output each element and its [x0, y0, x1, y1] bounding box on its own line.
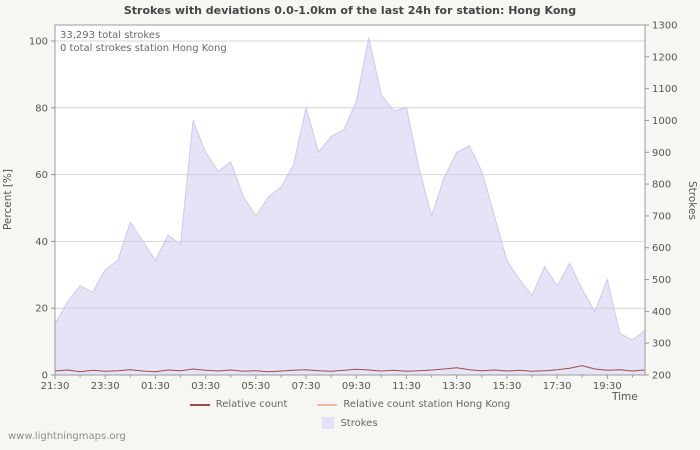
strokes-swatch	[322, 417, 335, 429]
svg-text:700: 700	[652, 211, 671, 222]
station-total-annotation: 0 total strokes station Hong Kong	[60, 43, 227, 54]
svg-text:17:30: 17:30	[543, 381, 572, 392]
svg-text:200: 200	[652, 371, 671, 382]
relative-count-swatch	[189, 403, 210, 406]
svg-text:900: 900	[652, 148, 671, 159]
legend-label-relative-count: Relative count	[215, 399, 288, 410]
legend-row-lines: Relative count Relative count station Ho…	[0, 399, 700, 410]
svg-text:01:30: 01:30	[141, 381, 170, 392]
x-axis-label: Time	[612, 391, 638, 403]
svg-text:600: 600	[652, 243, 671, 254]
left-axis-label: Percent [%]	[2, 169, 14, 231]
svg-text:100: 100	[29, 37, 48, 48]
svg-text:1000: 1000	[652, 116, 677, 127]
relative-count-station-swatch	[317, 403, 338, 406]
svg-text:11:30: 11:30	[392, 381, 421, 392]
svg-text:19:30: 19:30	[593, 381, 622, 392]
svg-text:15:30: 15:30	[493, 381, 522, 392]
svg-text:1200: 1200	[652, 52, 677, 63]
right-axis-label: Strokes	[686, 180, 698, 220]
chart-title: Strokes with deviations 0.0-1.0km of the…	[123, 4, 577, 17]
legend-item-relative-count-station: Relative count station Hong Kong	[317, 399, 510, 410]
legend-label-relative-count-station: Relative count station Hong Kong	[343, 399, 511, 410]
legend-label-strokes: Strokes	[340, 417, 378, 429]
svg-text:03:30: 03:30	[191, 381, 220, 392]
svg-text:400: 400	[652, 307, 671, 318]
svg-text:09:30: 09:30	[342, 381, 371, 392]
svg-text:800: 800	[652, 180, 671, 191]
svg-text:21:30: 21:30	[41, 381, 70, 392]
svg-text:40: 40	[35, 237, 48, 248]
total-strokes-annotation: 33,293 total strokes	[60, 30, 161, 41]
svg-text:300: 300	[652, 339, 671, 350]
svg-text:1100: 1100	[652, 84, 677, 95]
right-axis-label-wrap: Strokes	[686, 25, 698, 375]
svg-text:20: 20	[35, 304, 48, 315]
svg-text:0: 0	[42, 371, 48, 382]
legend-item-strokes: Strokes	[322, 417, 378, 429]
svg-text:1300: 1300	[652, 21, 677, 32]
svg-text:13:30: 13:30	[442, 381, 471, 392]
legend-item-relative-count: Relative count	[189, 399, 288, 410]
svg-text:60: 60	[35, 170, 48, 181]
svg-text:07:30: 07:30	[292, 381, 321, 392]
legend-row-area: Strokes	[0, 417, 700, 429]
svg-text:05:30: 05:30	[241, 381, 270, 392]
svg-text:500: 500	[652, 275, 671, 286]
svg-text:23:30: 23:30	[91, 381, 120, 392]
left-axis-label-wrap: Percent [%]	[2, 25, 14, 375]
watermark: www.lightningmaps.org	[8, 431, 126, 442]
svg-text:80: 80	[35, 103, 48, 114]
